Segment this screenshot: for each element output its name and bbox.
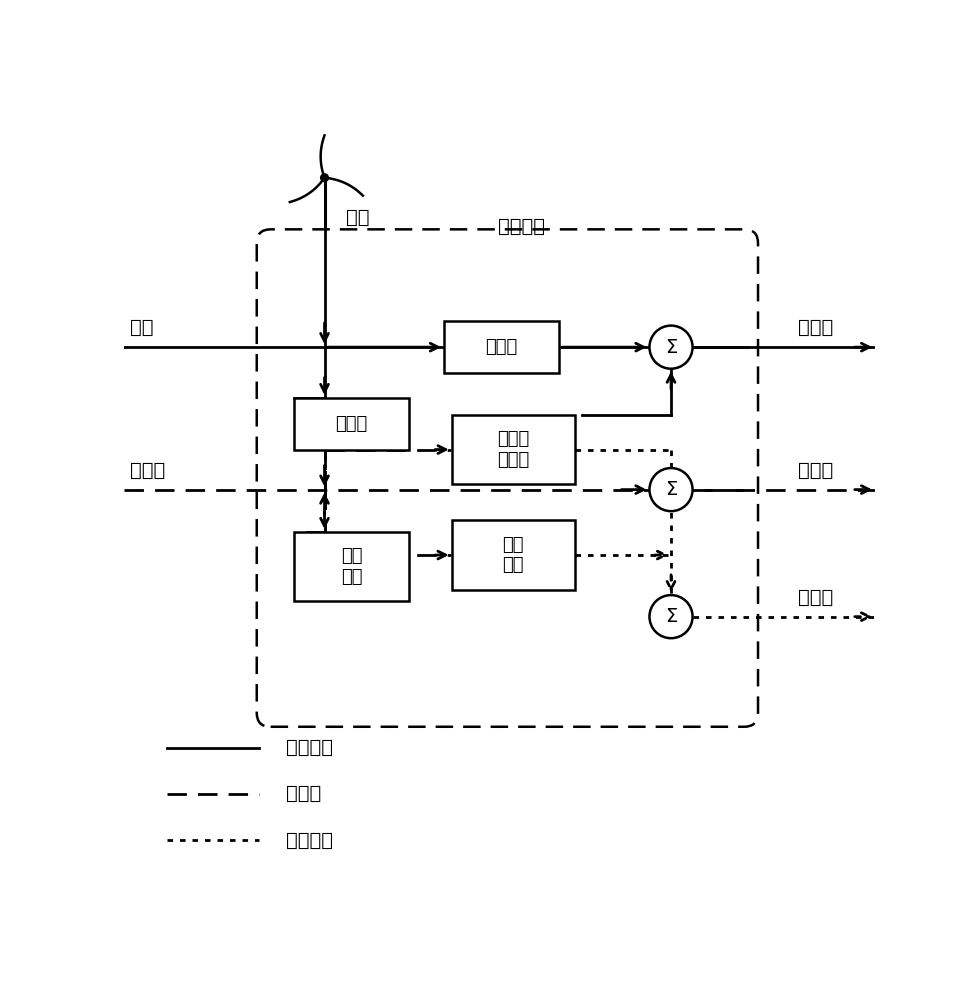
Circle shape <box>321 174 329 182</box>
FancyBboxPatch shape <box>451 415 575 484</box>
Text: 气负荷: 气负荷 <box>799 461 834 480</box>
Text: Σ: Σ <box>665 607 677 626</box>
FancyBboxPatch shape <box>451 520 575 590</box>
Text: 电转气: 电转气 <box>335 415 368 433</box>
Text: 电负荷: 电负荷 <box>799 318 834 337</box>
Circle shape <box>649 326 692 369</box>
Text: 热电联
产机组: 热电联 产机组 <box>497 430 529 469</box>
Text: 天然气: 天然气 <box>286 784 322 803</box>
Text: Σ: Σ <box>665 480 677 499</box>
FancyBboxPatch shape <box>444 321 560 373</box>
Text: 燃气
锅炉: 燃气 锅炉 <box>502 536 524 574</box>
Text: 天然气: 天然气 <box>131 461 166 480</box>
FancyBboxPatch shape <box>293 532 409 601</box>
Circle shape <box>649 595 692 638</box>
Text: 热负荷: 热负荷 <box>799 588 834 607</box>
Text: 风电: 风电 <box>346 208 370 227</box>
Text: Σ: Σ <box>665 338 677 357</box>
Text: 能源中心: 能源中心 <box>498 217 545 236</box>
Text: 交流电能: 交流电能 <box>286 738 333 757</box>
Text: 变压器: 变压器 <box>486 338 518 356</box>
Text: 电能: 电能 <box>131 318 154 337</box>
Circle shape <box>649 468 692 511</box>
FancyBboxPatch shape <box>293 398 409 450</box>
Text: 区域供热: 区域供热 <box>286 830 333 849</box>
Text: 储气
装置: 储气 装置 <box>340 547 363 586</box>
